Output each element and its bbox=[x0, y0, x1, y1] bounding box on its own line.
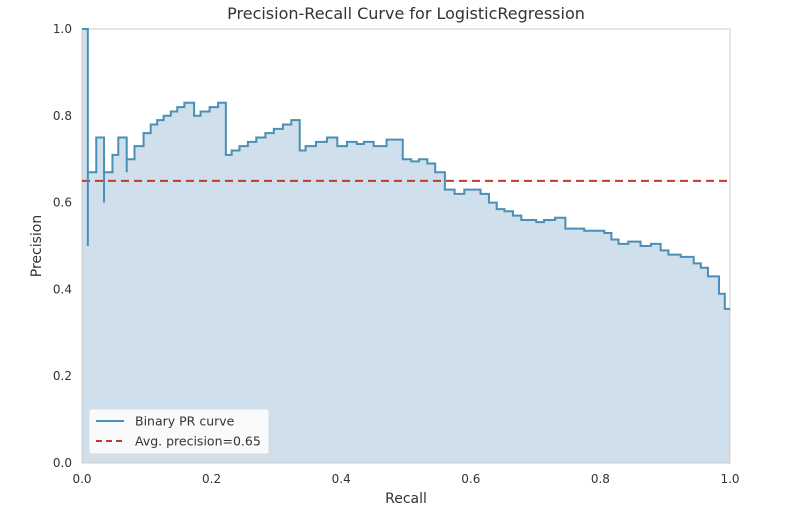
legend-curve-label: Binary PR curve bbox=[135, 414, 235, 429]
y-tick-label: 0.4 bbox=[53, 282, 72, 296]
y-axis-label: Precision bbox=[29, 215, 45, 277]
y-tick-label: 1.0 bbox=[53, 22, 72, 36]
y-tick-label: 0.8 bbox=[53, 109, 72, 123]
chart-title: Precision-Recall Curve for LogisticRegre… bbox=[227, 4, 585, 23]
pr-curve-line bbox=[82, 28, 730, 310]
x-axis: 0.0 0.2 0.4 0.6 0.8 1.0 bbox=[72, 472, 739, 486]
legend-box bbox=[88, 408, 270, 455]
plot-frame bbox=[81, 28, 731, 464]
x-tick-label: 0.4 bbox=[332, 472, 351, 486]
x-tick-label: 0.6 bbox=[461, 472, 480, 486]
x-tick-label: 0.8 bbox=[591, 472, 610, 486]
pr-curve-fill bbox=[82, 29, 730, 463]
legend: Binary PR curve Avg. precision=0.65 bbox=[88, 408, 270, 455]
y-tick-label: 0.0 bbox=[53, 456, 72, 470]
x-tick-label: 1.0 bbox=[720, 472, 739, 486]
y-axis: 0.0 0.2 0.4 0.6 0.8 1.0 bbox=[53, 22, 72, 470]
x-tick-label: 0.0 bbox=[72, 472, 91, 486]
x-axis-label: Recall bbox=[385, 491, 427, 507]
y-tick-label: 0.2 bbox=[53, 369, 72, 383]
y-tick-label: 0.6 bbox=[53, 196, 72, 210]
x-tick-label: 0.2 bbox=[202, 472, 221, 486]
legend-average-label: Avg. precision=0.65 bbox=[135, 434, 261, 449]
